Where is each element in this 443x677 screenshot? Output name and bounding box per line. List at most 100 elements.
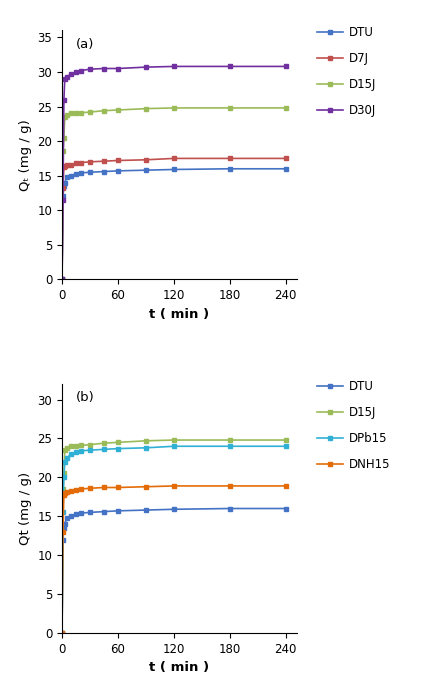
D15J (62, 446, 67, 454)
DTU (143, 166, 148, 174)
D7J (62, 162, 67, 170)
D15J (143, 437, 148, 445)
X-axis label: t ( min ): t ( min ) (149, 661, 210, 674)
DTU (59, 629, 65, 637)
Y-axis label: Qt (mg / g): Qt (mg / g) (19, 472, 32, 545)
D7J (283, 154, 288, 162)
D7J (59, 276, 65, 284)
D15J (87, 108, 93, 116)
DTU (171, 165, 176, 173)
DTU (61, 182, 66, 190)
Line: D15J: D15J (60, 106, 288, 282)
D15J (64, 111, 70, 119)
D15J (227, 104, 233, 112)
DNH15 (101, 483, 107, 492)
Text: (b): (b) (76, 391, 95, 404)
D30J (115, 64, 120, 72)
Line: DTU: DTU (60, 167, 288, 282)
D15J (115, 438, 120, 446)
D15J (59, 629, 65, 637)
DTU (227, 165, 233, 173)
DPb15 (143, 443, 148, 452)
DTU (87, 168, 93, 176)
DTU (171, 505, 176, 513)
D15J (171, 436, 176, 444)
D15J (69, 110, 74, 118)
DTU (115, 167, 120, 175)
DNH15 (61, 490, 66, 498)
DTU (74, 510, 79, 518)
DNH15 (74, 486, 79, 494)
D15J (101, 107, 107, 115)
DNH15 (60, 528, 66, 536)
DTU (283, 504, 288, 512)
DPb15 (61, 473, 66, 481)
D15J (64, 443, 70, 452)
D15J (74, 442, 79, 450)
D7J (101, 157, 107, 165)
DNH15 (69, 487, 74, 495)
Legend: DTU, D15J, DPb15, DNH15: DTU, D15J, DPb15, DNH15 (315, 378, 392, 473)
DNH15 (59, 629, 65, 637)
DNH15 (87, 484, 93, 492)
DPb15 (115, 445, 120, 453)
Line: DPb15: DPb15 (60, 444, 288, 636)
D30J (61, 95, 66, 104)
D15J (61, 133, 66, 141)
D15J (115, 106, 120, 114)
D30J (283, 62, 288, 70)
D15J (60, 148, 66, 156)
DTU (227, 504, 233, 512)
DNH15 (143, 483, 148, 491)
D7J (69, 160, 74, 169)
DTU (62, 179, 67, 187)
DPb15 (87, 446, 93, 454)
DNH15 (64, 488, 70, 496)
DPb15 (64, 454, 70, 462)
D30J (171, 62, 176, 70)
DTU (59, 276, 65, 284)
D15J (78, 441, 83, 450)
D30J (74, 68, 79, 76)
D15J (69, 442, 74, 450)
D7J (143, 156, 148, 164)
Line: D7J: D7J (60, 156, 288, 282)
Line: D15J: D15J (60, 437, 288, 636)
D15J (101, 439, 107, 447)
D7J (78, 158, 83, 167)
D15J (78, 109, 83, 117)
Text: (a): (a) (76, 38, 94, 51)
DTU (115, 507, 120, 515)
D30J (101, 64, 107, 72)
DTU (283, 165, 288, 173)
DTU (78, 509, 83, 517)
D30J (69, 70, 74, 78)
DPb15 (101, 445, 107, 454)
DPb15 (60, 508, 66, 517)
D15J (171, 104, 176, 112)
D15J (283, 104, 288, 112)
D30J (62, 75, 67, 83)
DTU (69, 512, 74, 521)
Line: D30J: D30J (60, 64, 288, 282)
DPb15 (283, 442, 288, 450)
D7J (61, 163, 66, 171)
DNH15 (115, 483, 120, 492)
Y-axis label: Qₜ (mg / g): Qₜ (mg / g) (19, 119, 32, 191)
D15J (61, 469, 66, 477)
D30J (60, 196, 66, 204)
DPb15 (78, 447, 83, 455)
DTU (101, 508, 107, 516)
DTU (62, 520, 67, 528)
DTU (143, 506, 148, 514)
DNH15 (171, 482, 176, 490)
DTU (64, 173, 70, 181)
D15J (60, 485, 66, 493)
DTU (74, 169, 79, 177)
D7J (60, 184, 66, 192)
Legend: DTU, D7J, D15J, D30J: DTU, D7J, D15J, D30J (315, 24, 378, 120)
DNH15 (78, 485, 83, 493)
Line: DNH15: DNH15 (60, 483, 288, 636)
D15J (62, 113, 67, 121)
Line: DTU: DTU (60, 506, 288, 636)
